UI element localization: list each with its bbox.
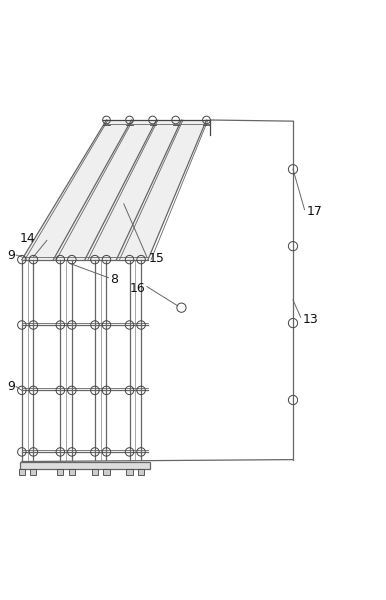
Bar bbox=[127, 469, 133, 475]
Bar bbox=[19, 469, 25, 475]
Text: 9: 9 bbox=[8, 248, 15, 262]
Bar bbox=[20, 461, 150, 469]
Text: 15: 15 bbox=[149, 253, 165, 265]
Text: 9: 9 bbox=[8, 380, 15, 393]
Text: 16: 16 bbox=[129, 282, 145, 295]
Bar bbox=[92, 469, 98, 475]
Bar bbox=[103, 469, 110, 475]
Bar bbox=[138, 469, 144, 475]
Bar bbox=[69, 469, 75, 475]
Bar bbox=[30, 469, 36, 475]
Polygon shape bbox=[22, 120, 207, 260]
Text: 17: 17 bbox=[306, 205, 322, 218]
Text: 13: 13 bbox=[303, 313, 318, 326]
Text: 8: 8 bbox=[110, 273, 118, 286]
Text: 14: 14 bbox=[20, 232, 36, 245]
Bar bbox=[57, 469, 63, 475]
